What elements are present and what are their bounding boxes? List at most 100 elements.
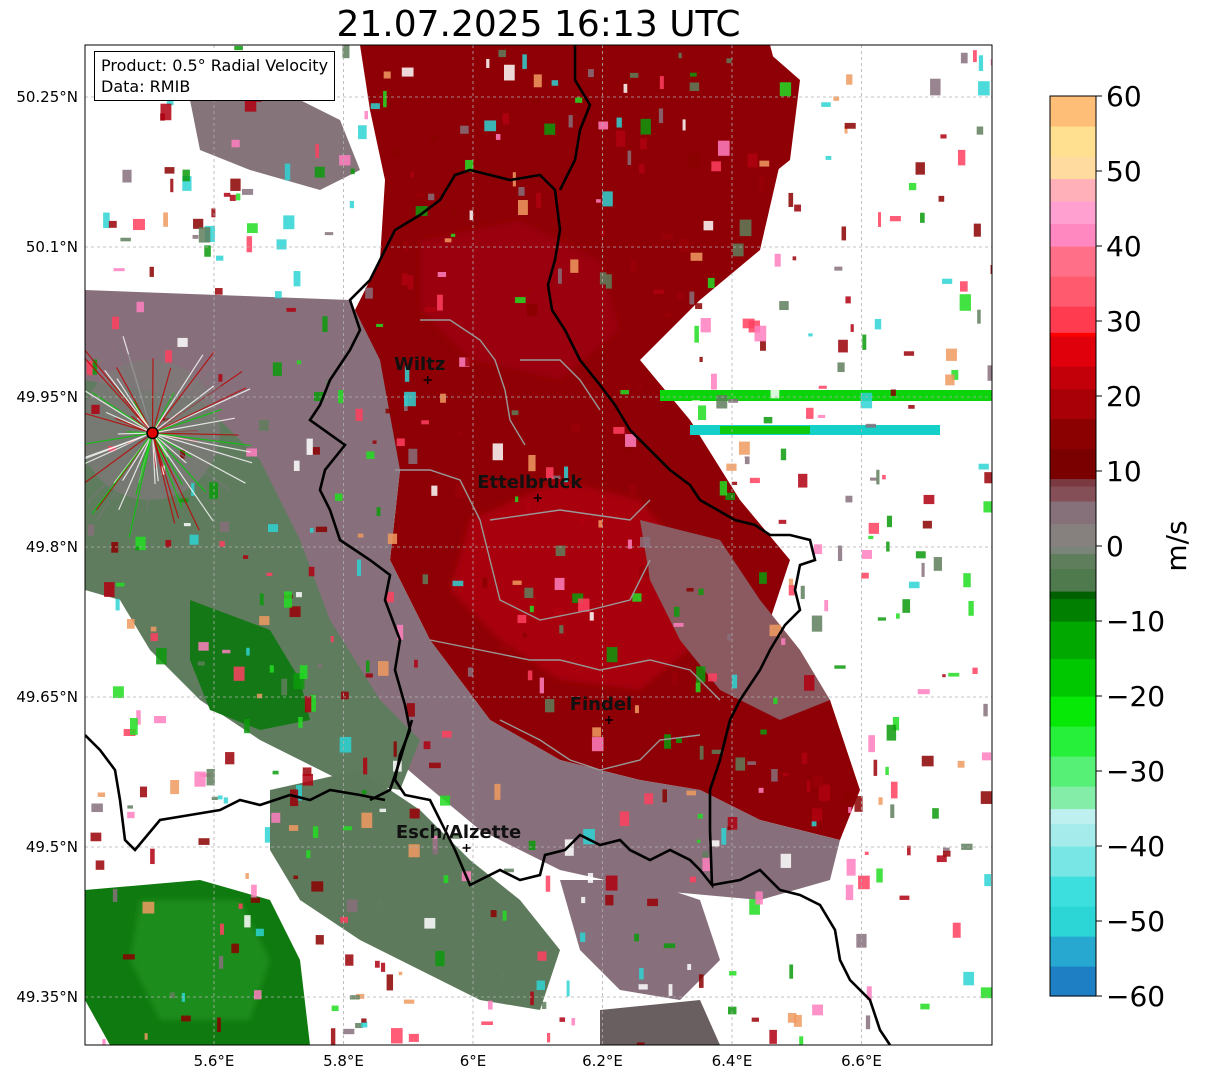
colorbar-segment bbox=[1050, 726, 1096, 757]
radar-speckle bbox=[630, 259, 637, 272]
radar-speckle bbox=[668, 984, 673, 996]
radar-speckle bbox=[383, 71, 391, 79]
radar-speckle bbox=[728, 398, 739, 403]
radar-speckle bbox=[126, 618, 135, 629]
radar-speckle bbox=[361, 812, 373, 828]
radar-speckle bbox=[383, 90, 387, 108]
lon-tick-label: 6.6°E bbox=[841, 1052, 882, 1070]
radar-speckle bbox=[408, 448, 418, 465]
radar-speckle bbox=[460, 125, 469, 134]
radar-speckle bbox=[219, 923, 224, 935]
radar-speckle bbox=[380, 962, 386, 972]
radar-speckle bbox=[163, 212, 168, 227]
radar-speckle bbox=[581, 896, 586, 904]
canton-line-6 bbox=[499, 719, 701, 771]
radar-spoke bbox=[152, 432, 187, 464]
radar-speckle bbox=[289, 606, 301, 618]
echo-inbound-southwest-light bbox=[130, 900, 270, 1020]
radar-speckle bbox=[787, 1013, 797, 1023]
radar-spoke bbox=[92, 421, 153, 434]
radar-speckle bbox=[888, 460, 897, 474]
radar-speckle bbox=[940, 134, 947, 139]
radar-speckle bbox=[627, 539, 632, 549]
radar-speckle bbox=[492, 1034, 498, 1045]
radar-speckle bbox=[293, 271, 301, 287]
colorbar-segment bbox=[1050, 658, 1096, 697]
radar-speckle bbox=[692, 400, 700, 412]
radar-speckle bbox=[662, 789, 668, 803]
radar-speckle bbox=[739, 219, 752, 237]
radar-speckle bbox=[696, 666, 706, 683]
radar-speckle bbox=[374, 960, 380, 968]
radar-speckle bbox=[886, 724, 897, 741]
radar-speckle bbox=[945, 374, 955, 386]
radar-speckle bbox=[527, 670, 533, 681]
radar-speckle bbox=[571, 423, 581, 434]
radar-speckle bbox=[251, 884, 257, 898]
radar-speckle bbox=[812, 808, 823, 822]
colorbar-segment bbox=[1050, 591, 1096, 600]
radar-speckle bbox=[842, 792, 852, 804]
radar-speckle bbox=[255, 928, 264, 937]
radar-speckle bbox=[428, 762, 441, 769]
radar-speckle bbox=[742, 318, 755, 329]
radar-speckle bbox=[702, 851, 709, 862]
colorbar-tick-label: 40 bbox=[1106, 230, 1142, 263]
radar-speckle bbox=[640, 118, 651, 135]
radar-spoke bbox=[105, 411, 153, 434]
radar-spoke bbox=[122, 432, 153, 481]
radar-spoke bbox=[152, 432, 239, 436]
radar-speckle bbox=[347, 664, 356, 675]
radar-speckle bbox=[299, 665, 308, 679]
radar-speckle bbox=[932, 808, 939, 819]
radar-speckle bbox=[629, 72, 639, 78]
radar-speckle bbox=[511, 410, 519, 416]
radar-speckle bbox=[763, 416, 773, 424]
radar-speckle bbox=[960, 281, 968, 292]
radar-speckle bbox=[504, 64, 515, 81]
colorbar-ticks: 60 50 40 30 20 10 0 −10 −20 −30 −40 −50 −60 bbox=[1096, 80, 1165, 1013]
radar-speckle bbox=[877, 212, 882, 227]
longitude-axis: 5.6°E 5.8°E 6°E 6.2°E 6.4°E 6.6°E bbox=[194, 1052, 882, 1070]
radar-speckle bbox=[846, 74, 853, 85]
radar-speckle bbox=[522, 54, 527, 69]
radar-speckle bbox=[365, 660, 370, 673]
radar-speckle bbox=[606, 647, 618, 663]
radar-speckle bbox=[973, 223, 981, 237]
radar-speckle bbox=[144, 1033, 148, 1040]
radar-speckle bbox=[502, 910, 507, 921]
radar-speckle bbox=[580, 511, 586, 525]
radar-speckle bbox=[306, 850, 311, 859]
radar-speckle bbox=[274, 291, 282, 299]
radar-speckle bbox=[729, 971, 737, 976]
radar-spoke bbox=[116, 378, 153, 434]
radar-speckle bbox=[116, 582, 125, 587]
radar-speckle bbox=[206, 164, 218, 179]
lat-tick-label: 50.1°N bbox=[26, 238, 78, 256]
colorbar-segment bbox=[1050, 756, 1096, 787]
radar-speckle bbox=[444, 238, 452, 243]
border-germany-north bbox=[558, 45, 592, 191]
echo-south-tail bbox=[560, 880, 720, 1000]
radar-speckle bbox=[961, 843, 973, 850]
radar-speckle bbox=[102, 1039, 106, 1045]
radar-speckle bbox=[812, 1004, 824, 1016]
radar-speckle bbox=[707, 673, 718, 682]
radar-speckle bbox=[484, 120, 497, 132]
radar-speckle bbox=[111, 541, 119, 553]
radar-speckle bbox=[760, 340, 766, 351]
radar-speckle bbox=[355, 993, 365, 999]
colorbar-segment bbox=[1050, 448, 1096, 480]
city-label: Wiltz bbox=[394, 354, 445, 375]
radar-speckle bbox=[272, 362, 282, 376]
radar-speckle bbox=[841, 226, 847, 241]
colorbar bbox=[1050, 96, 1096, 997]
radar-speckle bbox=[735, 757, 746, 771]
lon-tick-label: 6°E bbox=[460, 1052, 487, 1070]
radar-speckle bbox=[695, 682, 701, 693]
radar-speckle bbox=[868, 535, 874, 540]
colorbar-segment bbox=[1050, 546, 1096, 555]
radar-speckle bbox=[719, 481, 728, 496]
radar-speckle bbox=[864, 851, 869, 855]
radar-speckle bbox=[286, 307, 296, 312]
